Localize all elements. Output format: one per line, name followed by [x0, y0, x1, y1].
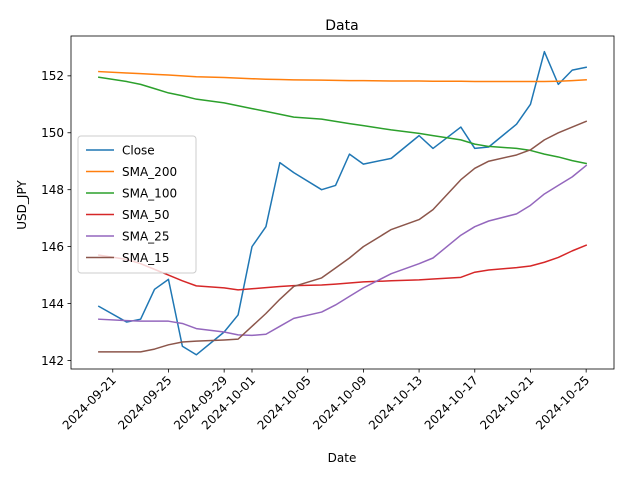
chart-title: Data: [325, 18, 358, 34]
series-line-sma-50: [97, 244, 588, 291]
x-tick-label: 2024-10-05: [255, 373, 314, 432]
x-tick-label: 2024-09-25: [115, 373, 174, 432]
series-line-sma-25: [98, 164, 588, 337]
axes-layer: [70, 35, 615, 370]
y-tick-label: 146: [41, 240, 64, 254]
x-tick-label: 2024-10-25: [533, 373, 592, 432]
plot-frame: [70, 35, 615, 370]
x-tick-label: 2024-09-21: [60, 373, 119, 432]
series-line-sma-200: [98, 70, 587, 83]
legend: Close SMA_200 SMA_100 SMA_50 SMA_25 SMA_15: [77, 135, 197, 274]
legend-label: SMA_25: [122, 229, 169, 243]
x-tick-label: 2024-10-21: [477, 373, 536, 432]
series-line-sma-15: [98, 120, 588, 353]
legend-label: SMA_200: [122, 165, 177, 179]
x-axis-title: Date: [328, 451, 357, 465]
x-tick-label: 2024-10-09: [310, 373, 369, 432]
legend-label: SMA_100: [122, 186, 177, 200]
y-axis-title: USD_JPY: [15, 180, 29, 230]
series-line-sma-100: [97, 76, 588, 165]
legend-label: SMA_15: [122, 251, 169, 265]
y-tick-layer: 142 144 146 148 150 152: [41, 69, 71, 368]
y-tick-label: 142: [41, 354, 64, 368]
x-tick-layer: 2024-09-212024-09-252024-09-292024-10-01…: [60, 369, 592, 432]
y-tick-label: 144: [41, 297, 64, 311]
legend-label: Close: [122, 143, 155, 157]
series-layer: [97, 50, 588, 356]
x-tick-label: 2024-10-13: [366, 373, 425, 432]
y-tick-label: 152: [41, 69, 64, 83]
y-tick-label: 150: [41, 126, 64, 140]
legend-label: SMA_50: [122, 208, 169, 222]
y-tick-label: 148: [41, 183, 64, 197]
legend-box: [77, 135, 197, 274]
x-tick-label: 2024-10-17: [422, 373, 481, 432]
series-line-close: [97, 50, 588, 356]
